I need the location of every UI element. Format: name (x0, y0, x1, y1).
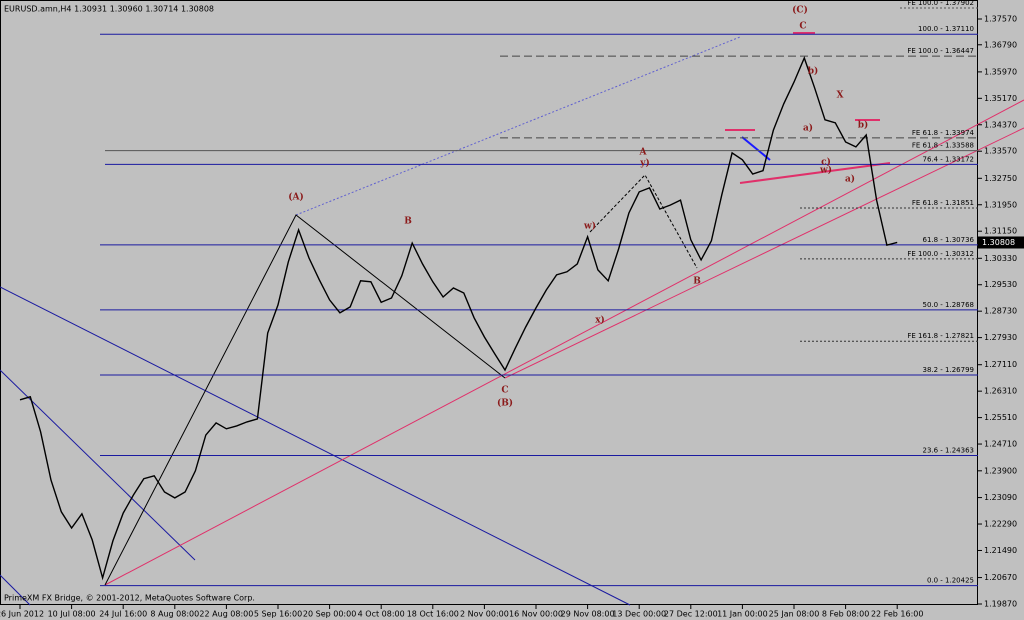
fib-level-label: 100.0 - 1.37110 (918, 25, 974, 33)
y-tick-label: 1.26310 (984, 387, 1017, 396)
wave-label: b) (808, 66, 819, 77)
y-tick-label: 1.36790 (984, 40, 1017, 49)
channel-line (0, 369, 196, 561)
y-tick-label: 1.19870 (984, 600, 1017, 609)
wave-zigzag (589, 174, 698, 269)
fib-level-label: 23.6 - 1.24363 (922, 447, 974, 455)
wave-label: (C) (792, 5, 808, 16)
y-tick-label: 1.34370 (984, 120, 1017, 129)
y-tick-label: 1.27110 (984, 360, 1017, 369)
trend-line (504, 127, 1024, 379)
y-tick-label: 1.37570 (984, 15, 1017, 24)
last-price-box (978, 236, 1024, 249)
x-tick-label: 18 Oct 16:00 (407, 610, 459, 619)
wave-label: w) (583, 221, 596, 232)
wave-label: X (837, 91, 844, 101)
wave-label: w) (819, 165, 832, 176)
y-tick-label: 1.25510 (984, 413, 1017, 422)
trend-line (739, 162, 891, 184)
wave-label: C (501, 386, 508, 396)
fib-level-label: FE 100.0 - 1.30312 (907, 250, 974, 258)
x-tick-label: 22 Feb 16:00 (871, 610, 923, 619)
price-line (19, 56, 898, 581)
y-tick-label: 1.20670 (984, 573, 1017, 582)
x-tick-label: 26 Jun 2012 (0, 610, 44, 619)
wave-label: a) (803, 123, 813, 134)
x-tick-label: 5 Sep 16:00 (254, 610, 302, 619)
chart-title: EURUSD.amn,H4 1.30931 1.30960 1.30714 1.… (4, 5, 214, 14)
footer: PrimeXM FX Bridge, © 2001-2012, MetaQuot… (4, 594, 255, 603)
wave-label: a) (845, 174, 855, 185)
x-tick-label: 8 Feb 08:00 (822, 610, 869, 619)
x-tick-label: 8 Aug 08:00 (150, 610, 199, 619)
y-tick-label: 1.23090 (984, 493, 1017, 502)
marker-line (741, 136, 771, 161)
fib-level-label: 38.2 - 1.26799 (922, 366, 974, 374)
y-tick-label: 1.35170 (984, 94, 1017, 103)
fib-level-label: 76.4 - 1.33172 (922, 155, 974, 163)
y-tick-label: 1.31150 (984, 227, 1017, 236)
wave-label: x) (595, 315, 605, 326)
y-tick-label: 1.22290 (984, 520, 1017, 529)
wave-label: (B) (497, 398, 513, 409)
x-tick-label: 16 Nov 00:00 (509, 610, 563, 619)
fib-level-label: 50.0 - 1.28768 (922, 301, 974, 309)
x-tick-label: 27 Dec 12:00 (664, 610, 718, 619)
y-tick-label: 1.31950 (984, 200, 1017, 209)
fib-level-label: FE 100.0 - 1.36447 (907, 47, 974, 55)
fib-level-label: FE 161.8 - 1.27821 (907, 332, 974, 340)
wave-label: B (404, 217, 412, 227)
fib-level-label: FE 61.8 - 1.33974 (912, 129, 975, 137)
x-tick-label: 22 Aug 08:00 (199, 610, 253, 619)
x-tick-label: 29 Nov 08:00 (561, 610, 615, 619)
x-tick-label: 11 Jan 00:00 (717, 610, 768, 619)
y-tick-label: 1.35970 (984, 67, 1017, 76)
y-tick-label: 1.21490 (984, 546, 1017, 555)
x-tick-label: 13 Dec 00:00 (612, 610, 666, 619)
wave-label: (A) (288, 192, 304, 203)
plot-frame (0, 0, 978, 605)
y-tick-label: 1.23900 (984, 466, 1017, 475)
x-tick-label: 10 Jul 08:00 (48, 610, 96, 619)
channel-line (0, 574, 31, 606)
x-tick-label: 25 Jan 08:00 (769, 610, 820, 619)
x-tick-label: 2 Nov 00:00 (460, 610, 509, 619)
x-tick-label: 24 Jul 16:00 (99, 610, 147, 619)
x-tick-label: 20 Sep 00:00 (303, 610, 356, 619)
y-tick-label: 1.28730 (984, 307, 1017, 316)
fib-level-label: 0.0 - 1.20425 (927, 577, 974, 585)
y-tick-label: 1.29530 (984, 280, 1017, 289)
wave-zigzag (104, 214, 506, 586)
wave-label: b) (858, 120, 869, 131)
trend-line (104, 99, 1024, 586)
fib-level-label: 61.8 - 1.30736 (922, 236, 974, 244)
wave-label: y) (639, 158, 650, 169)
y-tick-label: 1.24710 (984, 440, 1017, 449)
fib-level-label: FE 100.0 - 1.37902 (907, 0, 974, 7)
fib-level-label: FE 61.8 - 1.33588 (912, 142, 974, 150)
wave-label: B (693, 277, 701, 287)
wave-label: C (799, 22, 806, 32)
fib-level-label: FE 61.8 - 1.31851 (912, 199, 974, 207)
y-tick-label: 1.27930 (984, 333, 1017, 342)
wave-label: A (639, 148, 648, 158)
trend-lines (0, 32, 1024, 606)
wave-label: c) (821, 157, 831, 168)
channel-line (0, 286, 631, 606)
y-tick-label: 1.33570 (984, 147, 1017, 156)
x-tick-label: 4 Oct 08:00 (358, 610, 405, 619)
y-tick-label: 1.32750 (984, 174, 1017, 183)
y-tick-label: 1.30330 (984, 254, 1017, 263)
last-price-label: 1.30808 (982, 238, 1015, 247)
